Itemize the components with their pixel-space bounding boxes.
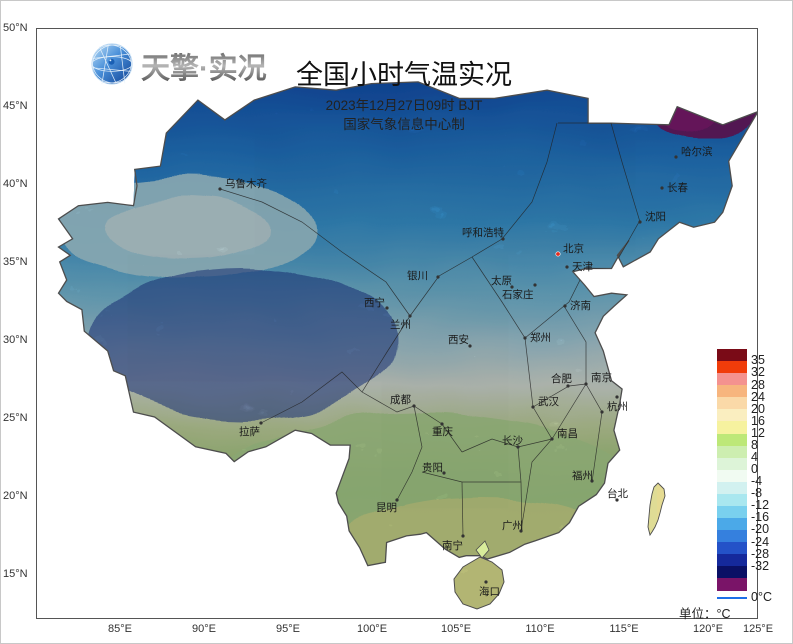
svg-text:南宁: 南宁 xyxy=(442,539,463,552)
svg-text:合肥: 合肥 xyxy=(551,372,572,385)
svg-text:南昌: 南昌 xyxy=(557,427,578,440)
svg-text:广州: 广州 xyxy=(502,520,523,532)
svg-text:重庆: 重庆 xyxy=(432,425,453,438)
svg-text:长春: 长春 xyxy=(667,182,688,194)
svg-text:长沙: 长沙 xyxy=(502,435,523,447)
svg-text:成都: 成都 xyxy=(390,394,411,406)
svg-text:银川: 银川 xyxy=(407,269,428,282)
svg-text:杭州: 杭州 xyxy=(607,400,628,413)
svg-text:贵阳: 贵阳 xyxy=(422,461,443,474)
svg-text:海口: 海口 xyxy=(479,585,500,598)
svg-text:哈尔滨: 哈尔滨 xyxy=(681,145,713,158)
svg-text:台北: 台北 xyxy=(607,487,628,500)
svg-text:兰州: 兰州 xyxy=(390,318,411,331)
svg-text:西宁: 西宁 xyxy=(364,296,385,309)
svg-text:北京: 北京 xyxy=(563,242,584,255)
svg-text:乌鲁木齐: 乌鲁木齐 xyxy=(225,177,267,190)
svg-text:南京: 南京 xyxy=(591,371,612,384)
svg-text:天津: 天津 xyxy=(572,261,593,273)
svg-text:石家庄: 石家庄 xyxy=(502,288,534,301)
svg-text:福州: 福州 xyxy=(572,469,593,482)
svg-text:济南: 济南 xyxy=(570,299,591,312)
svg-text:西安: 西安 xyxy=(448,333,469,346)
svg-text:呼和浩特: 呼和浩特 xyxy=(462,227,504,239)
svg-text:太原: 太原 xyxy=(491,274,512,287)
svg-text:昆明: 昆明 xyxy=(376,502,397,514)
svg-text:武汉: 武汉 xyxy=(538,395,559,408)
svg-text:沈阳: 沈阳 xyxy=(645,210,666,223)
svg-text:郑州: 郑州 xyxy=(530,331,551,344)
svg-text:拉萨: 拉萨 xyxy=(239,425,260,438)
